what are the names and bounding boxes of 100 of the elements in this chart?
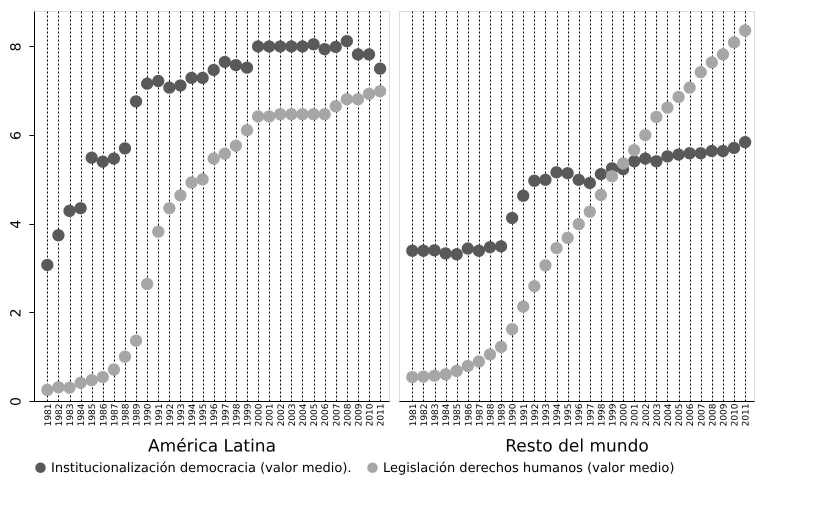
point — [340, 35, 353, 48]
point — [130, 95, 142, 108]
point — [472, 244, 485, 257]
point — [550, 242, 563, 254]
point — [218, 56, 231, 68]
x-tick-label: 2007 — [697, 404, 708, 426]
point — [728, 36, 740, 49]
point — [661, 102, 674, 114]
x-tick-label: 1999 — [608, 403, 618, 426]
legend-label: Legislación derechos humanos (valor medio) — [383, 460, 674, 476]
point — [362, 88, 376, 100]
point — [141, 78, 154, 90]
x-tick-label: 2004 — [298, 403, 309, 426]
point — [439, 368, 452, 381]
x-tick-label: 1985 — [88, 404, 98, 426]
x-tick-label: 2002 — [642, 404, 652, 426]
point — [230, 58, 242, 72]
point — [185, 176, 198, 189]
x-tick-label: 1999 — [244, 403, 254, 426]
x-tick-label: 1995 — [199, 404, 210, 426]
x-tick-label: 1994 — [188, 403, 198, 426]
x-tick-label: 2011 — [742, 404, 752, 426]
point — [307, 108, 320, 120]
point — [639, 128, 652, 142]
point — [672, 148, 685, 161]
point — [285, 40, 298, 53]
x-tick-label: 1996 — [575, 403, 586, 426]
point — [528, 280, 540, 292]
point — [318, 108, 331, 120]
x-axis-title: América Latina — [148, 436, 276, 456]
point — [417, 370, 430, 383]
x-tick-label: 1983 — [66, 404, 76, 426]
point — [584, 206, 596, 218]
x-tick-label: 2008 — [708, 403, 718, 426]
y-tick-label: 6 — [8, 131, 24, 140]
point — [152, 74, 164, 88]
point — [318, 43, 331, 56]
point — [494, 240, 508, 252]
point — [352, 93, 364, 106]
point — [330, 40, 342, 54]
x-tick-label: 2009 — [719, 403, 730, 426]
x-tick-label: 1990 — [144, 403, 154, 426]
x-tick-label: 1984 — [442, 403, 452, 426]
point — [196, 173, 209, 186]
point — [706, 144, 718, 158]
x-tick-label: 2006 — [686, 403, 696, 426]
x-tick-label: 1996 — [210, 403, 220, 426]
point — [185, 72, 198, 84]
x-tick-label: 1993 — [176, 404, 187, 426]
point — [628, 155, 640, 168]
point — [472, 355, 485, 368]
x-tick-label: 2009 — [354, 403, 364, 426]
point — [462, 360, 474, 372]
point — [528, 174, 540, 187]
x-tick-label: 2002 — [276, 404, 287, 426]
point — [118, 350, 132, 363]
point — [650, 155, 662, 168]
x-tick-label: 1989 — [498, 403, 508, 426]
point — [230, 140, 242, 152]
y-tick-label: 4 — [8, 220, 24, 229]
x-tick-label: 2000 — [254, 403, 265, 426]
point — [52, 229, 65, 242]
point — [74, 376, 87, 389]
point — [174, 79, 187, 92]
point — [296, 108, 309, 120]
point — [240, 62, 254, 74]
point — [63, 382, 76, 394]
point — [406, 244, 418, 257]
x-tick-label: 1986 — [99, 403, 110, 426]
point — [218, 148, 231, 160]
x-tick-label: 1997 — [221, 404, 232, 426]
point — [163, 82, 176, 94]
x-tick-label: 1991 — [154, 404, 165, 426]
x-tick-label: 2005 — [675, 404, 686, 426]
x-tick-label: 1981 — [44, 404, 54, 426]
point — [406, 370, 418, 384]
y-tick-label: 2 — [8, 308, 24, 318]
x-axis-title: Resto del mundo — [505, 436, 649, 456]
point — [739, 136, 752, 148]
x-tick-label: 1992 — [530, 404, 541, 426]
x-tick-label: 1987 — [475, 404, 486, 426]
point — [374, 85, 386, 98]
point — [639, 152, 652, 165]
point — [484, 348, 496, 361]
x-tick-label: 1994 — [553, 403, 564, 426]
x-tick-label: 2008 — [343, 403, 354, 426]
point — [428, 244, 441, 256]
x-tick-label: 2010 — [730, 403, 741, 426]
point — [130, 334, 142, 347]
x-tick-label: 2010 — [366, 403, 376, 426]
point — [41, 258, 54, 272]
point — [506, 323, 518, 336]
point — [96, 156, 109, 168]
point — [462, 242, 474, 255]
point — [539, 259, 552, 272]
point — [539, 174, 552, 186]
point — [252, 40, 264, 53]
point — [562, 167, 574, 180]
point — [196, 72, 209, 84]
point — [584, 176, 596, 190]
